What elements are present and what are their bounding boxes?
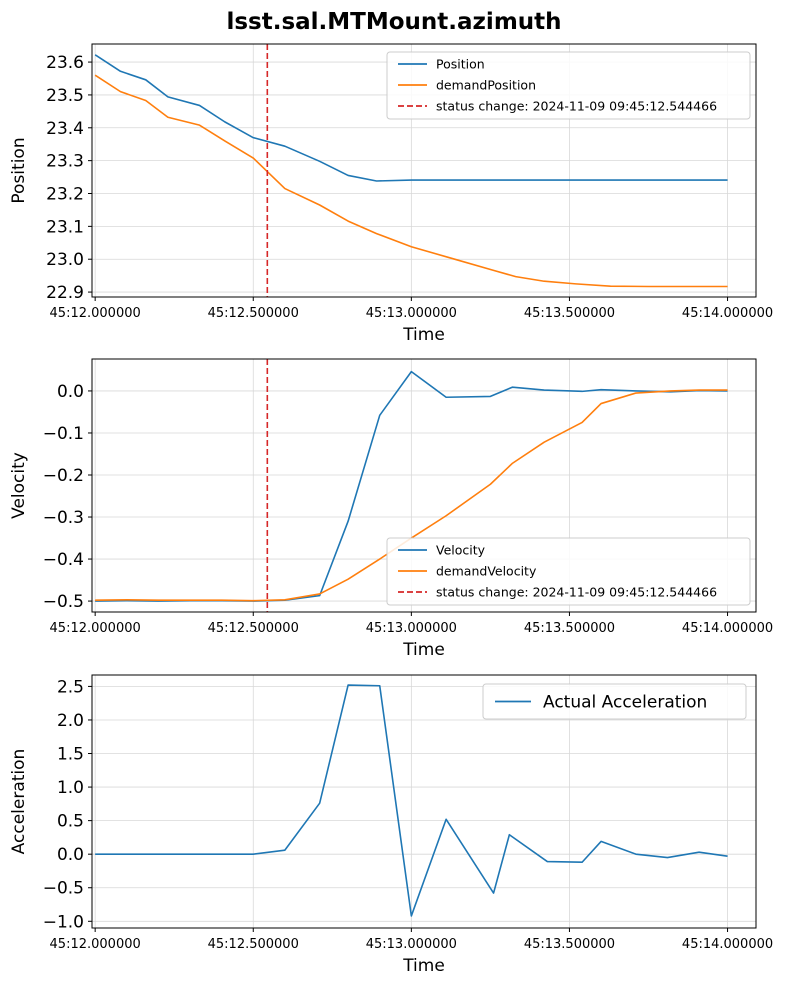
x-tick-label: 45:13.500000 [524, 306, 615, 321]
y-tick-label: −0.5 [43, 879, 84, 899]
x-axis-label: Time [402, 325, 445, 345]
x-tick-label: 45:14.000000 [682, 306, 773, 321]
legend-box [386, 51, 751, 120]
x-tick-label: 45:12.500000 [208, 306, 299, 321]
x-tick-label: 45:14.000000 [682, 621, 773, 636]
chart-panel-1: 45:12.000000 45:12.500000 45:13.000000 45:1… [9, 43, 773, 345]
y-tick-label: 23.4 [46, 119, 84, 139]
y-tick-label: −1.0 [43, 912, 84, 932]
series-line-Actual Acceleration [95, 684, 728, 917]
x-axis-label: Time [402, 956, 445, 976]
x-tick-label: 45:12.000000 [50, 937, 141, 952]
y-tick-label: 23.3 [46, 152, 84, 172]
axes-frame [91, 43, 757, 298]
legend-label: Velocity [436, 543, 486, 558]
y-tick-label: 0.0 [57, 845, 84, 865]
x-tick-label: 45:12.000000 [50, 621, 141, 636]
x-tick-label: 45:13.000000 [366, 306, 457, 321]
x-tick-label: 45:13.000000 [366, 937, 457, 952]
x-tick-label: 45:13.500000 [524, 937, 615, 952]
y-tick-label: 1.0 [57, 778, 84, 798]
y-axis-label: Acceleration [9, 749, 29, 855]
y-tick-label: 2.5 [57, 677, 84, 697]
y-tick-label: −0.1 [43, 424, 84, 444]
legend-box [482, 683, 747, 720]
legend-label: demandVelocity [436, 564, 537, 579]
y-tick-label: 23.2 [46, 185, 84, 205]
axes-frame [91, 358, 757, 613]
y-tick-label: 23.1 [46, 217, 84, 237]
legend-label: status change: 2024-11-09 09:45:12.54446… [436, 585, 717, 600]
y-tick-label: 0.0 [57, 382, 84, 402]
y-tick-label: 23.5 [46, 86, 84, 106]
x-tick-label: 45:12.500000 [208, 937, 299, 952]
x-axis-label: Time [402, 640, 445, 660]
axes-frame [91, 674, 757, 929]
series-line-Position [94, 54, 728, 182]
x-tick-label: 45:12.500000 [208, 621, 299, 636]
y-tick-label: −0.3 [43, 508, 84, 528]
legend-box [386, 537, 751, 606]
y-tick-label: 23.0 [46, 250, 84, 270]
y-axis-label: Velocity [9, 452, 29, 519]
y-tick-label: −0.2 [43, 466, 84, 486]
legend: Actual Acceleration [482, 683, 747, 720]
plot-area [94, 44, 728, 297]
x-tick-label: 45:13.000000 [366, 621, 457, 636]
legend-label: Actual Acceleration [543, 693, 707, 713]
y-tick-label: 0.5 [57, 812, 84, 832]
plot-area [95, 684, 728, 917]
legend: Velocity demandVelocity status change: 202… [386, 537, 751, 606]
chart-panel-3: 45:12.000000 45:12.500000 45:13.000000 45:1… [9, 674, 773, 976]
y-tick-label: 2.0 [57, 711, 84, 731]
y-tick-label: −0.4 [43, 550, 84, 570]
legend-label: demandPosition [436, 78, 536, 93]
y-tick-label: −0.5 [43, 592, 84, 612]
y-tick-label: 1.5 [57, 745, 84, 765]
x-tick-label: 45:14.000000 [682, 937, 773, 952]
y-tick-label: 22.9 [46, 283, 84, 303]
series-line-demandPosition [94, 74, 728, 288]
legend-label: Position [436, 57, 485, 72]
figure-title: lsst.sal.MTMount.azimuth [226, 9, 561, 35]
chart-panel-2: 45:12.000000 45:12.500000 45:13.000000 45:1… [9, 358, 773, 660]
legend-label: status change: 2024-11-09 09:45:12.54446… [436, 99, 717, 114]
x-tick-label: 45:12.000000 [50, 306, 141, 321]
y-axis-label: Position [9, 137, 29, 203]
y-tick-label: 23.6 [46, 53, 84, 73]
legend: Position demandPosition status change: 202… [386, 51, 751, 120]
x-tick-label: 45:13.500000 [524, 621, 615, 636]
